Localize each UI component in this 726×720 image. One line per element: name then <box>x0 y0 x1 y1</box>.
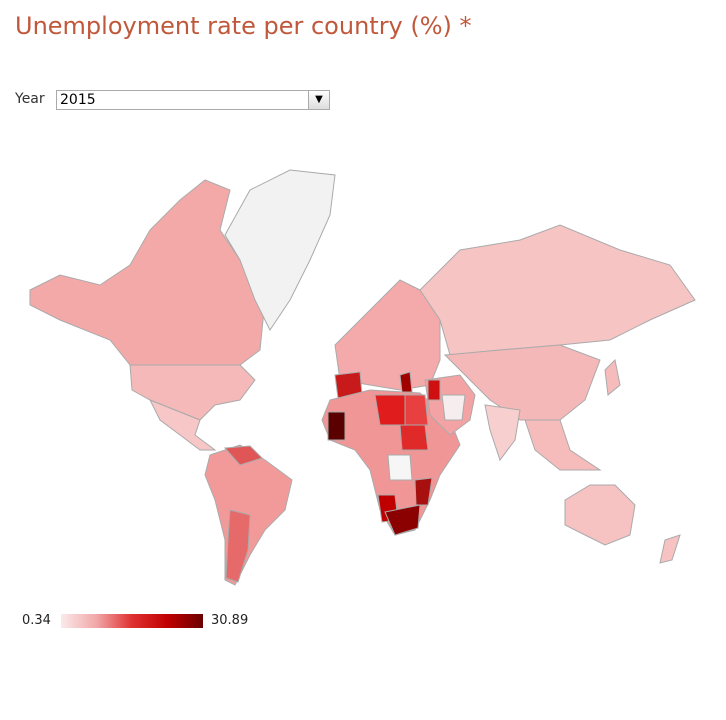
legend-max: 30.89 <box>211 613 249 628</box>
japan <box>604 358 621 396</box>
iraq <box>427 379 441 401</box>
legend-gradient <box>61 614 203 628</box>
year-value: 2015 <box>60 92 96 108</box>
south-africa <box>384 504 421 536</box>
year-dropdown[interactable]: 2015 ▼ <box>56 90 330 110</box>
sudan <box>399 424 429 451</box>
dropdown-button[interactable]: ▼ <box>308 91 329 109</box>
title: Unemployment rate per country (%) * <box>15 12 472 40</box>
india <box>484 404 521 462</box>
ethiopia <box>387 454 413 481</box>
greenland <box>224 169 336 331</box>
legend-min: 0.34 <box>22 613 51 628</box>
europe <box>334 279 441 391</box>
egypt <box>404 394 429 426</box>
year-label: Year <box>15 91 45 107</box>
usa <box>129 364 256 421</box>
mexico <box>148 399 217 451</box>
russia <box>419 224 696 356</box>
north-africa-1 <box>374 394 406 426</box>
greece <box>399 371 413 393</box>
canada <box>29 179 266 366</box>
world-map <box>29 169 696 586</box>
mauritania <box>327 411 346 441</box>
new-zealand <box>659 534 681 564</box>
central-asia <box>443 344 601 421</box>
venezuela <box>223 445 263 466</box>
australia <box>564 484 636 546</box>
southeast-asia <box>524 419 602 471</box>
saudi <box>441 394 466 421</box>
argentina <box>225 509 251 583</box>
mozambique <box>414 477 433 506</box>
